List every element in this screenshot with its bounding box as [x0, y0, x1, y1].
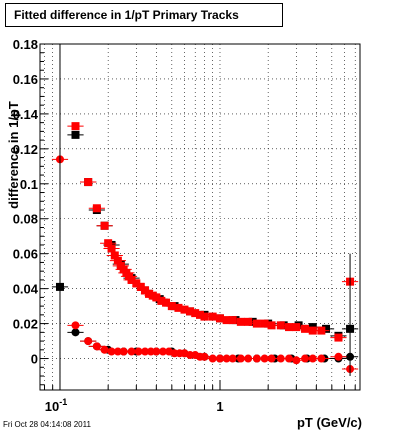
- data-point-square: [92, 204, 101, 213]
- data-point-square: [162, 298, 171, 307]
- y-tick-label: 0.14: [13, 107, 39, 122]
- timestamp-footer: Fri Oct 28 04:14:08 2011: [3, 420, 91, 429]
- data-point-square: [244, 317, 253, 326]
- data-point-circle: [100, 345, 109, 354]
- data-point-square: [100, 221, 109, 230]
- y-tick-label: 0: [31, 352, 38, 367]
- data-point-square: [208, 312, 217, 321]
- data-point-square: [317, 326, 326, 335]
- data-point-square: [174, 303, 183, 312]
- data-point-square: [260, 319, 269, 328]
- y-tick-label: 0.04: [13, 282, 39, 297]
- y-axis-label: difference in 1/pT: [6, 101, 21, 209]
- y-tick-label: 0.18: [13, 37, 38, 52]
- data-point-square: [191, 309, 200, 318]
- data-point-square: [322, 324, 331, 333]
- data-points: [51, 44, 359, 390]
- data-point-square: [136, 282, 145, 291]
- data-point-circle: [84, 337, 93, 346]
- x-axis-label: pT (GeV/c): [297, 415, 362, 430]
- data-point-circle: [285, 354, 294, 363]
- data-point-square: [200, 312, 209, 321]
- plot-frame: [39, 43, 361, 391]
- data-point-square: [180, 305, 189, 314]
- data-point-square: [186, 307, 195, 316]
- data-point-square: [157, 296, 166, 305]
- data-point-square: [308, 326, 317, 335]
- data-point-square: [71, 130, 80, 139]
- data-point-circle: [276, 354, 285, 363]
- data-point-square: [276, 321, 285, 330]
- data-point-square: [215, 314, 224, 323]
- y-tick-label: 0.02: [13, 317, 38, 332]
- data-point-square: [167, 302, 176, 311]
- data-point-square: [292, 323, 301, 332]
- data-point-square: [104, 239, 113, 248]
- data-point-circle: [267, 354, 276, 363]
- data-point-circle: [71, 321, 80, 330]
- data-point-circle: [334, 352, 343, 361]
- y-tick-label: 0.06: [13, 247, 38, 262]
- data-point-square: [71, 122, 80, 131]
- chart-title: Fitted difference in 1/pT Primary Tracks: [5, 3, 283, 27]
- data-point-square: [110, 251, 119, 260]
- data-point-square: [132, 279, 141, 288]
- data-point-square: [113, 256, 122, 265]
- data-point-circle: [308, 354, 317, 363]
- data-point-square: [301, 324, 310, 333]
- x-tick-label: 1: [216, 399, 223, 414]
- x-tick-label: 10-1: [45, 397, 67, 414]
- data-point-square: [228, 316, 237, 325]
- grid: [40, 43, 360, 390]
- y-tick-label: 0.1: [20, 177, 38, 192]
- data-point-circle: [92, 342, 101, 351]
- data-point-circle: [317, 354, 326, 363]
- data-point-circle: [292, 356, 301, 365]
- data-point-circle: [228, 354, 237, 363]
- data-point-square: [107, 244, 116, 253]
- data-point-square: [267, 321, 276, 330]
- axes: 0 0.02 0.04 0.06 0.08 0.1 0.12 0.14 0.16 0.18 10-1…: [13, 37, 356, 414]
- data-point-square: [196, 310, 204, 319]
- data-point-square: [334, 333, 343, 342]
- y-tick-label: 0.08: [13, 212, 38, 227]
- data-point-square: [152, 293, 161, 302]
- data-point-square: [127, 275, 136, 284]
- data-point-circle: [71, 328, 80, 337]
- y-tick-label: 0.16: [13, 72, 38, 87]
- y-tick-label: 0.12: [13, 142, 38, 157]
- data-point-circle: [200, 352, 209, 361]
- data-point-circle: [244, 354, 253, 363]
- data-point-square: [84, 178, 93, 187]
